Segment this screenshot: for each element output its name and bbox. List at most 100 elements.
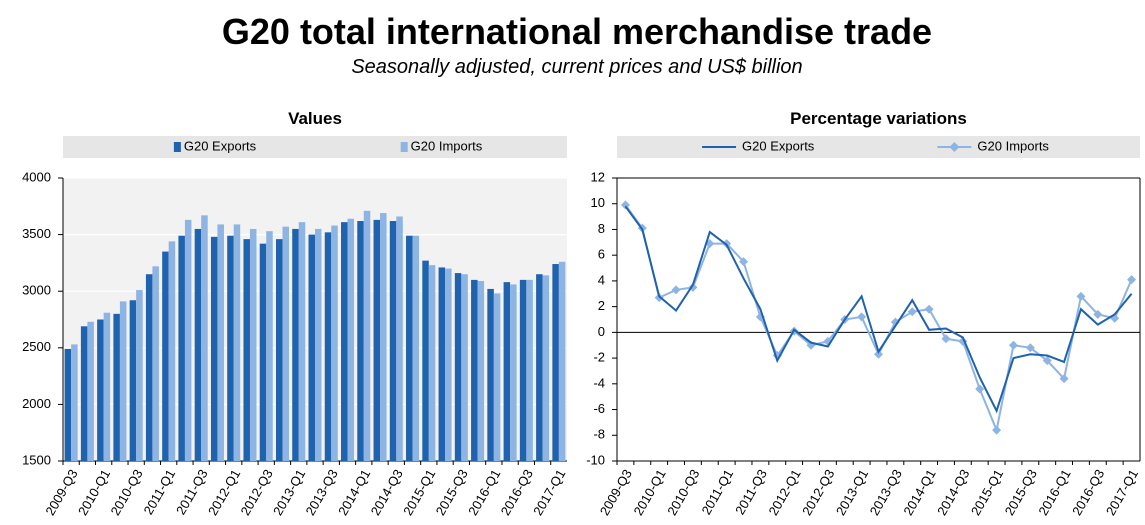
bar	[249, 228, 257, 461]
bar	[315, 228, 322, 461]
bar	[162, 251, 169, 461]
panel-title: Values	[288, 109, 342, 128]
bar	[536, 274, 543, 461]
marker	[739, 257, 749, 267]
x-tick-label: 2012-Q1	[765, 467, 803, 518]
bar	[493, 293, 501, 461]
main-title: G20 total international merchandise trad…	[222, 11, 932, 52]
x-tick-label: 2012-Q3	[799, 467, 837, 518]
bar	[445, 268, 452, 461]
marker	[857, 312, 867, 322]
marker	[722, 239, 732, 249]
x-tick-label: 2013-Q1	[833, 467, 871, 518]
bar	[184, 219, 192, 461]
bar	[210, 236, 218, 461]
legend-marker	[949, 142, 960, 152]
bar	[266, 231, 273, 461]
y-tick-label: 1500	[22, 452, 51, 467]
legend-label: G20 Exports	[184, 138, 257, 153]
bar	[227, 235, 234, 461]
marker	[1076, 291, 1086, 301]
bar	[487, 288, 494, 461]
bar	[428, 265, 436, 461]
legend-band	[617, 136, 1140, 158]
marker	[671, 285, 681, 295]
legend-label: G20 Exports	[742, 138, 815, 153]
bar	[347, 218, 355, 461]
bar	[87, 321, 94, 461]
marker	[1025, 343, 1035, 353]
y-tick-label: 12	[591, 169, 605, 184]
x-tick-label: 2016-Q1	[1035, 467, 1073, 518]
bar	[510, 284, 517, 461]
bar	[389, 221, 397, 461]
x-tick-label: 2016-Q3	[1069, 467, 1107, 518]
marker	[992, 425, 1002, 435]
bar	[454, 273, 462, 461]
bar	[97, 319, 104, 461]
y-tick-label: 8	[598, 221, 605, 236]
y-tick-label: 2500	[22, 339, 51, 354]
bar	[275, 239, 283, 461]
y-tick-label: 6	[598, 247, 605, 262]
bar	[331, 225, 338, 461]
legend-swatch	[400, 142, 408, 152]
bar	[136, 290, 143, 461]
marker	[1042, 356, 1052, 366]
y-tick-label: -2	[593, 350, 605, 365]
bar	[201, 215, 208, 461]
bar	[233, 224, 241, 461]
bar	[422, 260, 429, 461]
bar	[526, 279, 533, 461]
marker	[1008, 340, 1018, 350]
x-tick-label: 2011-Q1	[698, 467, 736, 517]
bar	[471, 279, 478, 461]
bar	[357, 221, 364, 461]
y-tick-label: 0	[598, 324, 605, 339]
marker	[907, 307, 917, 317]
bar	[438, 267, 446, 461]
x-tick-label: 2014-Q3	[934, 467, 972, 518]
bar	[259, 243, 267, 461]
series-line	[624, 205, 1133, 414]
y-tick-label: 3000	[22, 283, 51, 298]
marker	[941, 334, 951, 344]
legend-swatch	[173, 142, 181, 152]
x-tick-label: 2017-Q1	[530, 467, 568, 518]
x-tick-label: 2015-Q1	[968, 467, 1006, 518]
x-tick-label: 2010-Q1	[630, 467, 668, 518]
legend-label: G20 Imports	[411, 138, 483, 153]
x-tick-label: 2014-Q1	[900, 467, 938, 518]
marker	[1093, 309, 1103, 319]
y-tick-label: 2	[598, 298, 605, 313]
bar	[503, 282, 511, 461]
y-tick-label: 4000	[22, 169, 51, 184]
marker	[874, 349, 883, 359]
bar	[412, 235, 420, 461]
marker	[1059, 374, 1069, 384]
legend-band	[63, 136, 567, 158]
bar	[103, 312, 111, 461]
y-tick-label: 2000	[22, 396, 51, 411]
bar	[373, 219, 381, 461]
x-tick-label: 2017-Q1	[1103, 467, 1141, 518]
bar	[552, 264, 559, 461]
bar	[113, 313, 120, 461]
marker	[1127, 275, 1137, 285]
x-tick-label: 2011-Q3	[732, 467, 770, 517]
y-tick-label: -6	[593, 401, 605, 416]
x-tick-label: 2009-Q3	[597, 467, 635, 518]
bar	[298, 222, 306, 461]
bar	[380, 213, 387, 461]
marker	[924, 304, 934, 314]
bar	[396, 216, 403, 461]
bar	[168, 241, 176, 461]
bar	[119, 301, 127, 461]
bar	[292, 228, 299, 461]
bar	[145, 274, 153, 461]
bar	[178, 235, 185, 461]
marker	[975, 384, 985, 394]
y-tick-label: 10	[591, 195, 605, 210]
bar	[152, 266, 159, 461]
